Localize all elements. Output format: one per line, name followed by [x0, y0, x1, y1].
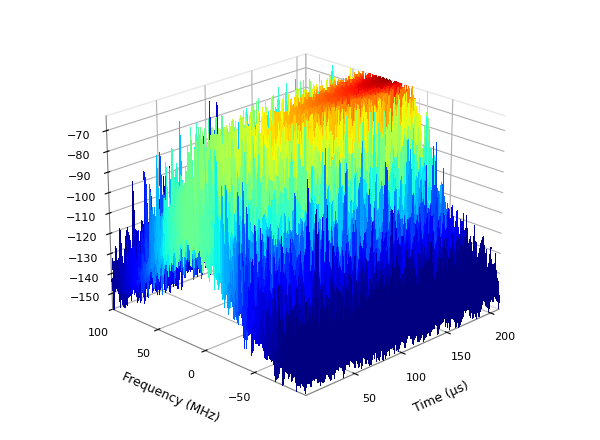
X-axis label: Time (µs): Time (µs) — [411, 380, 470, 415]
Y-axis label: Frequency (MHz): Frequency (MHz) — [120, 370, 221, 425]
